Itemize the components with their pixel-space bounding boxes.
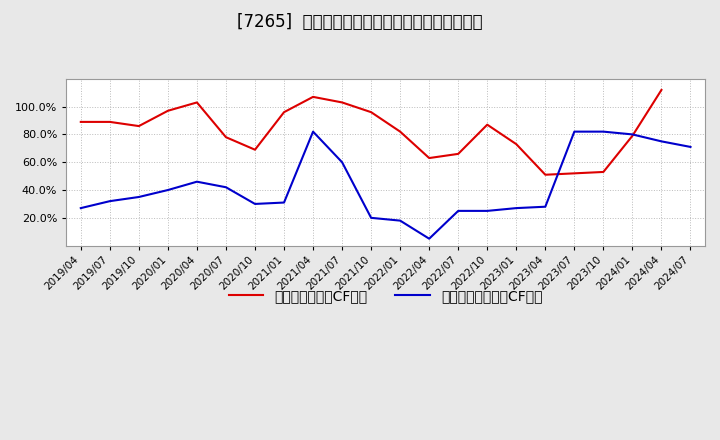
有利子負債フリーCF比率 xyxy=(396,218,405,223)
有利子負債フリーCF比率 xyxy=(279,200,288,205)
有利子負債営業CF比率 xyxy=(135,124,143,129)
有利子負債営業CF比率 xyxy=(251,147,259,152)
有利子負債営業CF比率 xyxy=(483,122,492,127)
有利子負債フリーCF比率 xyxy=(686,144,695,150)
有利子負債営業CF比率 xyxy=(396,129,405,134)
有利子負債フリーCF比率 xyxy=(251,201,259,206)
有利子負債フリーCF比率 xyxy=(193,179,202,184)
有利子負債営業CF比率 xyxy=(599,169,608,175)
有利子負債フリーCF比率 xyxy=(570,129,579,134)
有利子負債フリーCF比率 xyxy=(366,215,375,220)
有利子負債営業CF比率 xyxy=(309,94,318,99)
有利子負債営業CF比率 xyxy=(76,119,85,125)
有利子負債営業CF比率 xyxy=(366,110,375,115)
有利子負債フリーCF比率 xyxy=(309,129,318,134)
有利子負債営業CF比率 xyxy=(454,151,462,157)
有利子負債フリーCF比率 xyxy=(512,205,521,211)
有利子負債営業CF比率 xyxy=(338,100,346,105)
有利子負債営業CF比率 xyxy=(163,108,172,114)
有利子負債フリーCF比率 xyxy=(599,129,608,134)
有利子負債営業CF比率 xyxy=(541,172,549,177)
有利子負債営業CF比率 xyxy=(628,133,636,139)
有利子負債フリーCF比率 xyxy=(163,187,172,193)
Legend: 有利子負債営業CF比率, 有利子負債フリーCF比率: 有利子負債営業CF比率, 有利子負債フリーCF比率 xyxy=(223,284,548,309)
有利子負債フリーCF比率 xyxy=(483,208,492,213)
有利子負債フリーCF比率 xyxy=(657,139,666,144)
Text: [7265]  有利子負債キャッシュフロー比率の推移: [7265] 有利子負債キャッシュフロー比率の推移 xyxy=(237,13,483,31)
有利子負債営業CF比率 xyxy=(106,119,114,125)
Line: 有利子負債営業CF比率: 有利子負債営業CF比率 xyxy=(81,90,662,175)
有利子負債フリーCF比率 xyxy=(222,185,230,190)
Line: 有利子負債フリーCF比率: 有利子負債フリーCF比率 xyxy=(81,132,690,238)
有利子負債フリーCF比率 xyxy=(628,132,636,137)
有利子負債フリーCF比率 xyxy=(135,194,143,200)
有利子負債営業CF比率 xyxy=(279,110,288,115)
有利子負債フリーCF比率 xyxy=(76,205,85,211)
有利子負債フリーCF比率 xyxy=(106,198,114,204)
有利子負債フリーCF比率 xyxy=(425,236,433,241)
有利子負債フリーCF比率 xyxy=(338,160,346,165)
有利子負債営業CF比率 xyxy=(425,155,433,161)
有利子負債フリーCF比率 xyxy=(454,208,462,213)
有利子負債営業CF比率 xyxy=(193,100,202,105)
有利子負債営業CF比率 xyxy=(570,171,579,176)
有利子負債営業CF比率 xyxy=(222,135,230,140)
有利子負債フリーCF比率 xyxy=(541,204,549,209)
有利子負債営業CF比率 xyxy=(657,87,666,92)
有利子負債営業CF比率 xyxy=(512,142,521,147)
